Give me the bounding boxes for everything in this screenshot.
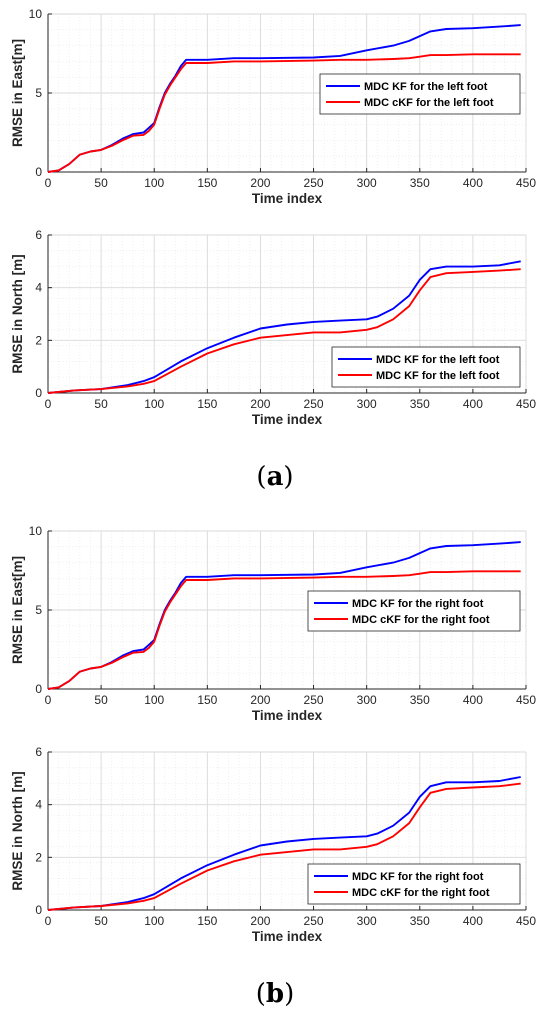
legend-entry-label: MDC KF for the right foot	[352, 598, 484, 610]
y-axis-label: RMSE in North [m]	[10, 254, 25, 373]
y-tick-label: 0	[35, 903, 42, 917]
legend: MDC KF for the left foot MDC KF for the l…	[331, 346, 521, 388]
caption-close-paren: )	[283, 462, 293, 492]
chart-b-1: 0 50 100 150 200 250 300 350 400 450 0 5 10 Time inde…	[10, 524, 536, 723]
x-tick-label: 350	[410, 914, 430, 928]
legend-entry-label: MDC KF for the right foot	[352, 871, 484, 883]
x-tick-label: 50	[94, 693, 108, 707]
x-tick-label: 50	[94, 397, 108, 411]
legend-box	[319, 73, 521, 115]
x-tick-label: 350	[410, 397, 430, 411]
y-axis-label: RMSE in East[m]	[10, 556, 25, 664]
chart-a-1: 0 50 100 150 200 250 300 350 400 450 0 5 10 Time inde…	[10, 7, 536, 206]
x-tick-label: 300	[357, 693, 377, 707]
x-tick-label: 450	[516, 693, 536, 707]
x-tick-label: 200	[250, 693, 270, 707]
x-tick-label: 0	[45, 176, 52, 190]
x-tick-label: 0	[45, 397, 52, 411]
series-line-ckf	[47, 268, 521, 394]
x-tick-label: 150	[197, 914, 217, 928]
caption-open-paren: (	[256, 979, 266, 1009]
caption-close-paren: )	[284, 979, 294, 1009]
x-tick-label: 400	[463, 397, 483, 411]
legend-entry-label: MDC KF for the left foot	[364, 81, 488, 93]
x-tick-label: 250	[304, 397, 324, 411]
x-tick-label: 350	[410, 693, 430, 707]
y-tick-label: 10	[29, 7, 43, 21]
x-tick-label: 250	[304, 693, 324, 707]
caption-letter: b	[266, 979, 284, 1009]
x-tick-label: 150	[197, 176, 217, 190]
x-tick-label: 450	[516, 176, 536, 190]
series-line-kf	[47, 776, 521, 911]
x-tick-label: 100	[144, 693, 164, 707]
x-tick-label: 50	[94, 176, 108, 190]
legend-entry-label: MDC KF for the left foot	[376, 370, 500, 382]
legend: MDC KF for the right foot MDC cKF for the…	[307, 590, 521, 632]
series-line-ckf	[47, 570, 521, 690]
legend-entry-label: MDC cKF for the left foot	[364, 97, 494, 109]
y-tick-label: 10	[29, 524, 43, 538]
x-axis-label: Time index	[252, 191, 323, 206]
x-tick-label: 250	[304, 176, 324, 190]
chart-a-2: 0 50 100 150 200 250 300 350 400 450 0 2 4 6 Time inde…	[10, 228, 536, 427]
panel-caption: (b)	[256, 979, 295, 1009]
x-tick-label: 300	[357, 176, 377, 190]
y-axis-label: RMSE in East[m]	[10, 39, 25, 147]
series-line-kf	[47, 260, 521, 394]
y-tick-label: 6	[35, 745, 42, 759]
x-tick-label: 400	[463, 176, 483, 190]
x-tick-label: 250	[304, 914, 324, 928]
caption-open-paren: (	[256, 462, 266, 492]
x-axis-label: Time index	[252, 412, 323, 427]
x-tick-label: 300	[357, 914, 377, 928]
legend-entry-label: MDC cKF for the right foot	[352, 614, 490, 626]
x-axis-label: Time index	[252, 708, 323, 723]
series-line-ckf	[47, 782, 521, 911]
x-tick-label: 150	[197, 397, 217, 411]
x-tick-label: 100	[144, 176, 164, 190]
x-tick-label: 450	[516, 397, 536, 411]
x-tick-label: 200	[250, 176, 270, 190]
x-tick-label: 100	[144, 397, 164, 411]
y-tick-label: 2	[35, 850, 42, 864]
x-tick-label: 200	[250, 914, 270, 928]
y-tick-label: 0	[35, 682, 42, 696]
x-tick-label: 350	[410, 176, 430, 190]
x-axis-label: Time index	[252, 929, 323, 944]
legend-box	[307, 590, 521, 632]
caption-letter: a	[267, 462, 284, 492]
x-tick-label: 450	[516, 914, 536, 928]
legend-box	[331, 346, 521, 388]
y-tick-label: 5	[35, 86, 42, 100]
legend: MDC KF for the right foot MDC cKF for the…	[307, 863, 521, 905]
x-tick-label: 150	[197, 693, 217, 707]
legend: MDC KF for the left foot MDC cKF for the …	[319, 73, 521, 115]
chart-b-2: 0 50 100 150 200 250 300 350 400 450 0 2 4 6 Time inde…	[10, 745, 536, 944]
x-tick-label: 400	[463, 693, 483, 707]
x-tick-label: 400	[463, 914, 483, 928]
y-tick-label: 4	[35, 281, 42, 295]
legend-entry-label: MDC cKF for the right foot	[352, 887, 490, 899]
x-tick-label: 100	[144, 914, 164, 928]
y-tick-label: 0	[35, 386, 42, 400]
x-tick-label: 0	[45, 914, 52, 928]
y-tick-label: 6	[35, 228, 42, 242]
x-tick-label: 300	[357, 397, 377, 411]
y-tick-label: 4	[35, 798, 42, 812]
x-tick-label: 200	[250, 397, 270, 411]
panel-caption: (a)	[256, 462, 293, 492]
y-axis-label: RMSE in North [m]	[10, 771, 25, 890]
y-tick-label: 2	[35, 333, 42, 347]
y-tick-label: 5	[35, 603, 42, 617]
legend-box	[307, 863, 521, 905]
x-tick-label: 0	[45, 693, 52, 707]
legend-entry-label: MDC KF for the left foot	[376, 354, 500, 366]
series-line-ckf	[47, 53, 521, 173]
y-tick-label: 0	[35, 165, 42, 179]
x-tick-label: 50	[94, 914, 108, 928]
